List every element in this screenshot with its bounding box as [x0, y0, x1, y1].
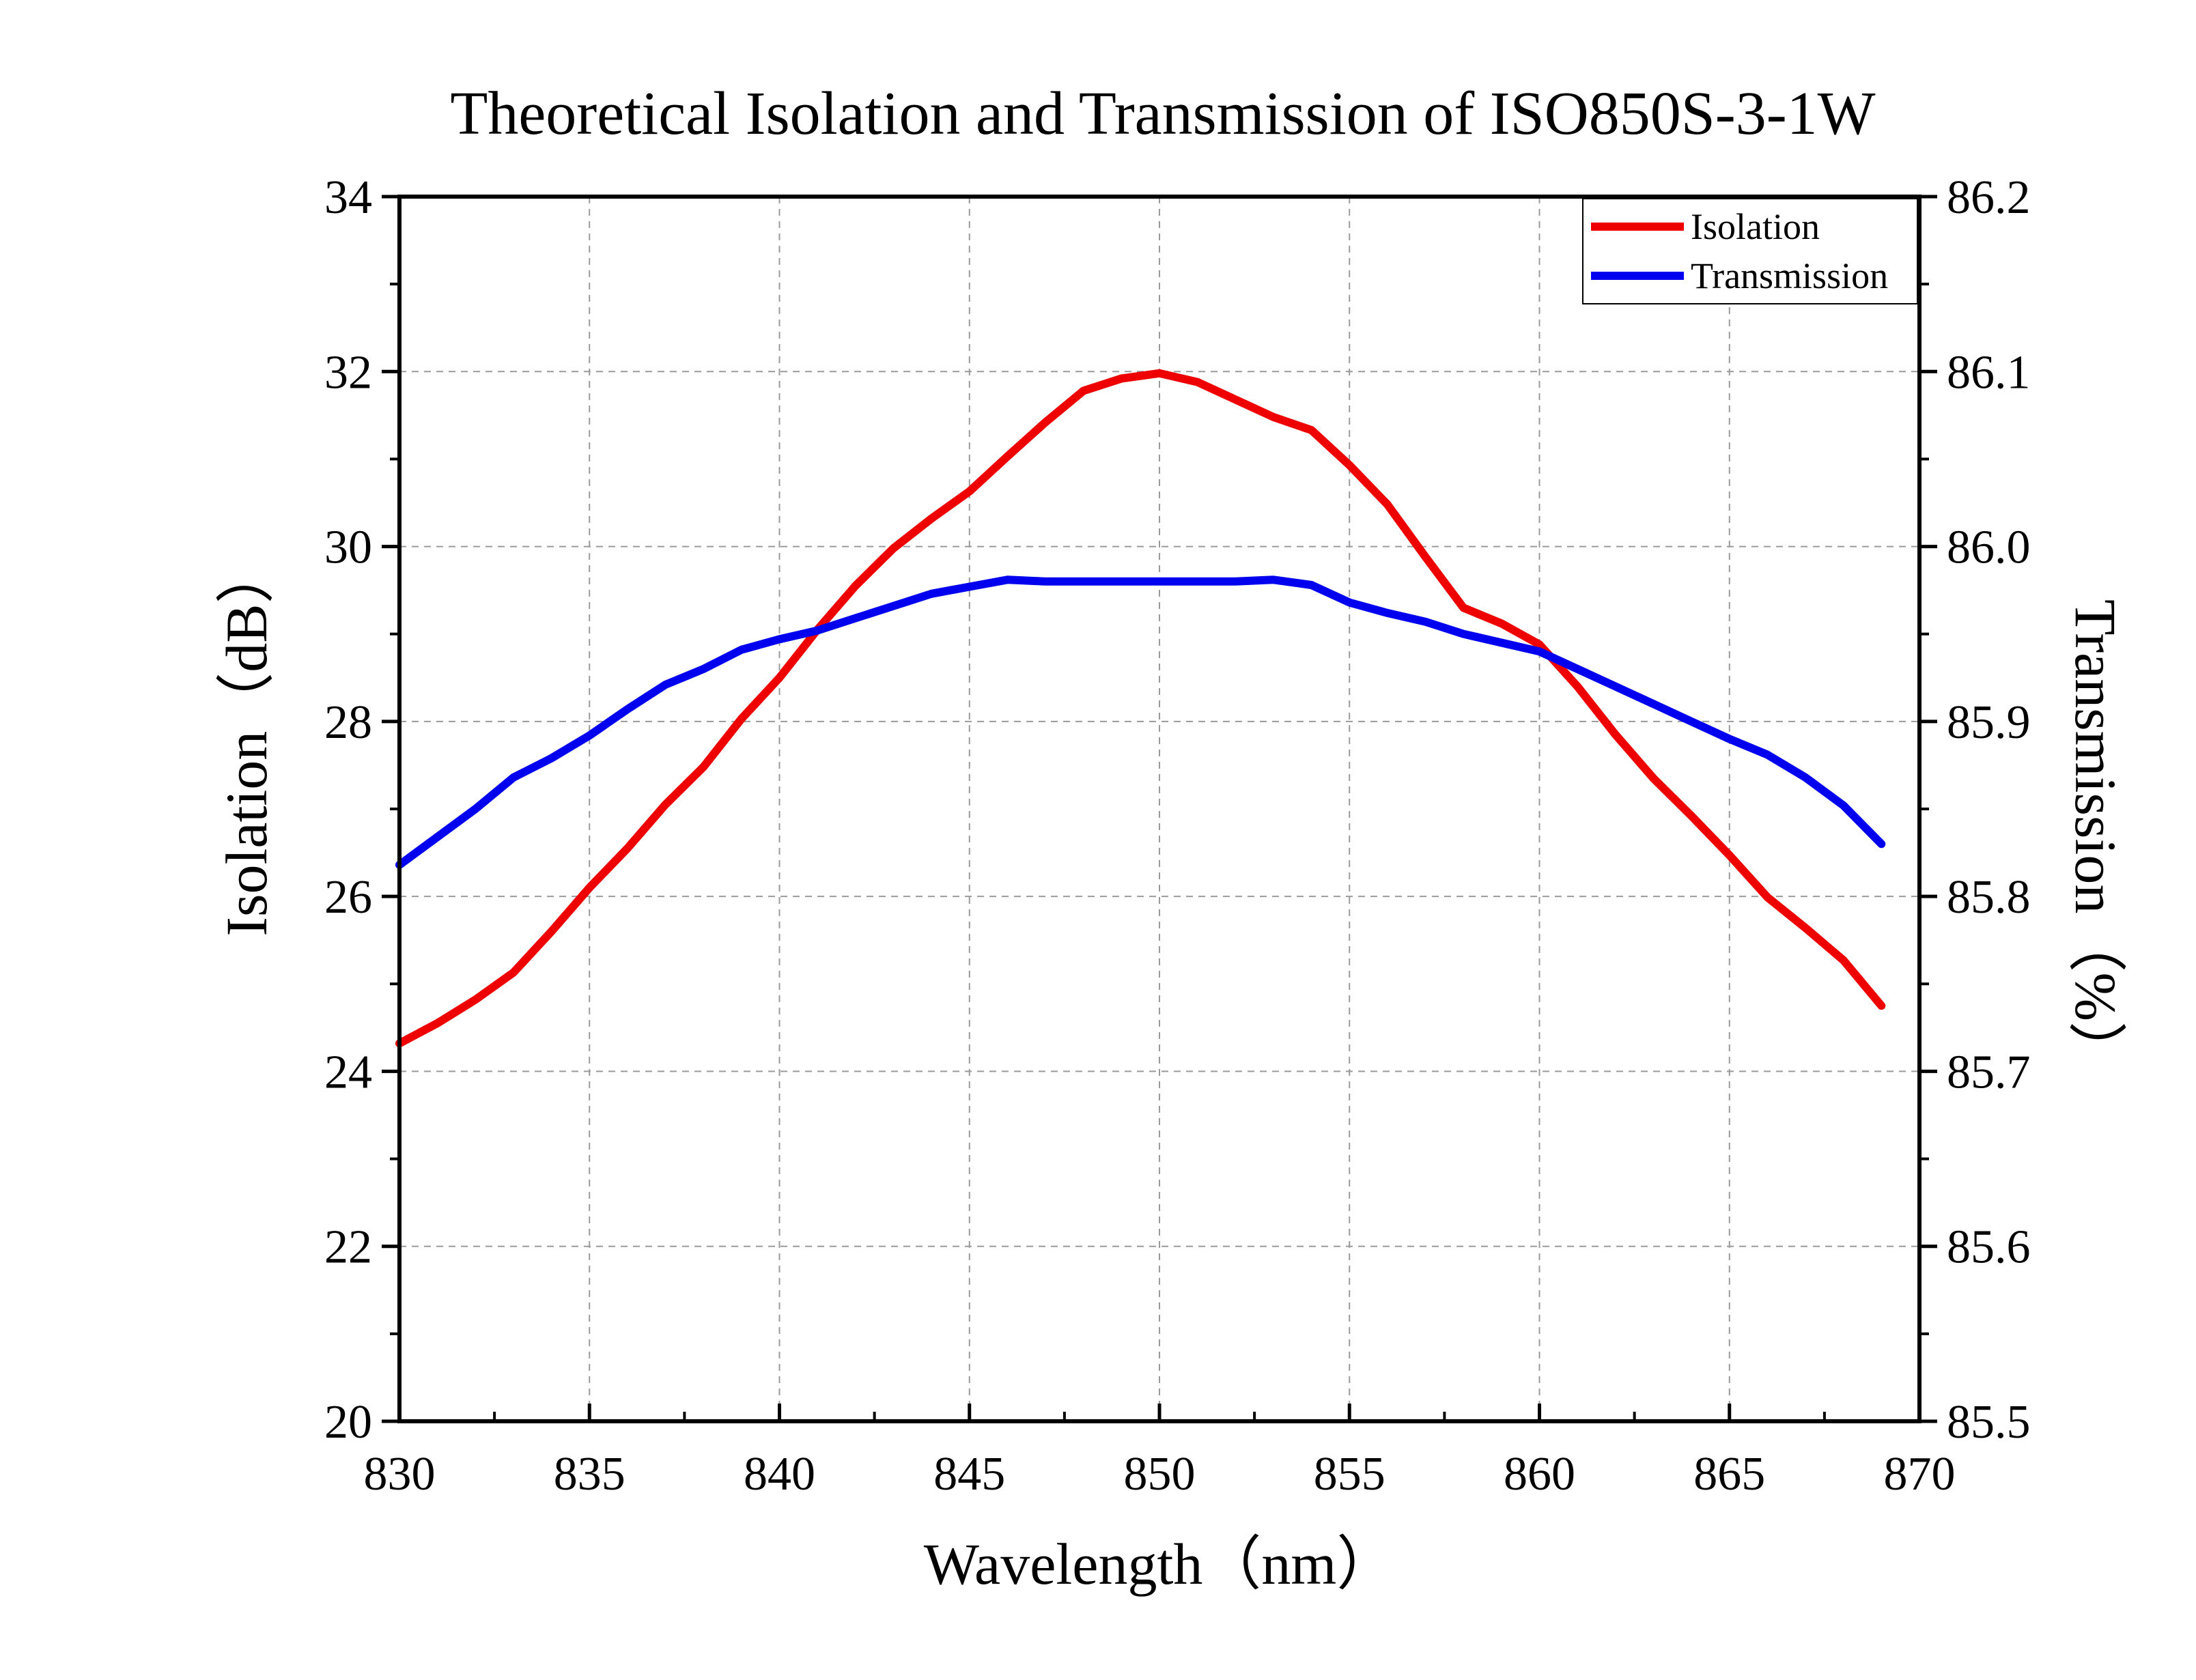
y-right-tick-label: 86.0	[1947, 522, 2031, 574]
y-right-axis-label: Transmission（%）	[2063, 599, 2128, 1080]
y-right-tick-label: 85.8	[1947, 871, 2031, 924]
series-line-isolation	[395, 369, 1886, 1048]
axis-ticks: 830 835 840 845 850 855 860 865 870 20 22 24 26 28 30 3…	[324, 171, 2031, 1500]
legend-box	[1582, 198, 1918, 304]
y-right-tick-label: 85.7	[1947, 1046, 2031, 1098]
y-right-tick-label: 86.1	[1947, 346, 2031, 399]
legend: Isolation Transmission	[1582, 198, 1918, 304]
plot-series	[395, 369, 1886, 1048]
x-tick-label: 855	[1314, 1448, 1385, 1500]
grid	[399, 197, 1919, 1421]
x-tick-label: 850	[1124, 1448, 1196, 1500]
x-tick-label: 835	[554, 1448, 625, 1500]
y-left-tick-label: 34	[324, 171, 372, 224]
y-right-tick-label: 85.5	[1947, 1396, 2031, 1449]
chart-title: Theoretical Isolation and Transmission o…	[450, 80, 1875, 147]
x-axis-label: Wavelength（nm）	[924, 1531, 1395, 1597]
y-left-tick-label: 26	[324, 871, 372, 924]
y-right-tick-label: 85.9	[1947, 696, 2031, 749]
x-tick-label: 840	[744, 1448, 815, 1500]
legend-label-transmission: Transmission	[1691, 255, 1888, 296]
y-left-tick-label: 28	[324, 696, 372, 749]
x-tick-label: 830	[364, 1448, 436, 1500]
x-tick-label: 860	[1504, 1448, 1575, 1500]
x-tick-label: 870	[1884, 1448, 1956, 1500]
y-right-tick-label: 86.2	[1947, 171, 2031, 224]
y-left-tick-label: 24	[324, 1046, 372, 1098]
x-tick-label: 845	[933, 1448, 1005, 1500]
y-left-axis-label: Isolation（dB）	[214, 545, 279, 936]
y-left-tick-label: 20	[324, 1396, 372, 1449]
y-left-tick-label: 32	[324, 346, 372, 399]
y-right-tick-label: 85.6	[1947, 1221, 2031, 1274]
y-left-tick-label: 22	[324, 1221, 372, 1274]
x-tick-label: 865	[1693, 1448, 1765, 1500]
series-line-transmission	[395, 575, 1886, 869]
legend-label-isolation: Isolation	[1691, 206, 1820, 247]
y-left-tick-label: 30	[324, 522, 372, 574]
